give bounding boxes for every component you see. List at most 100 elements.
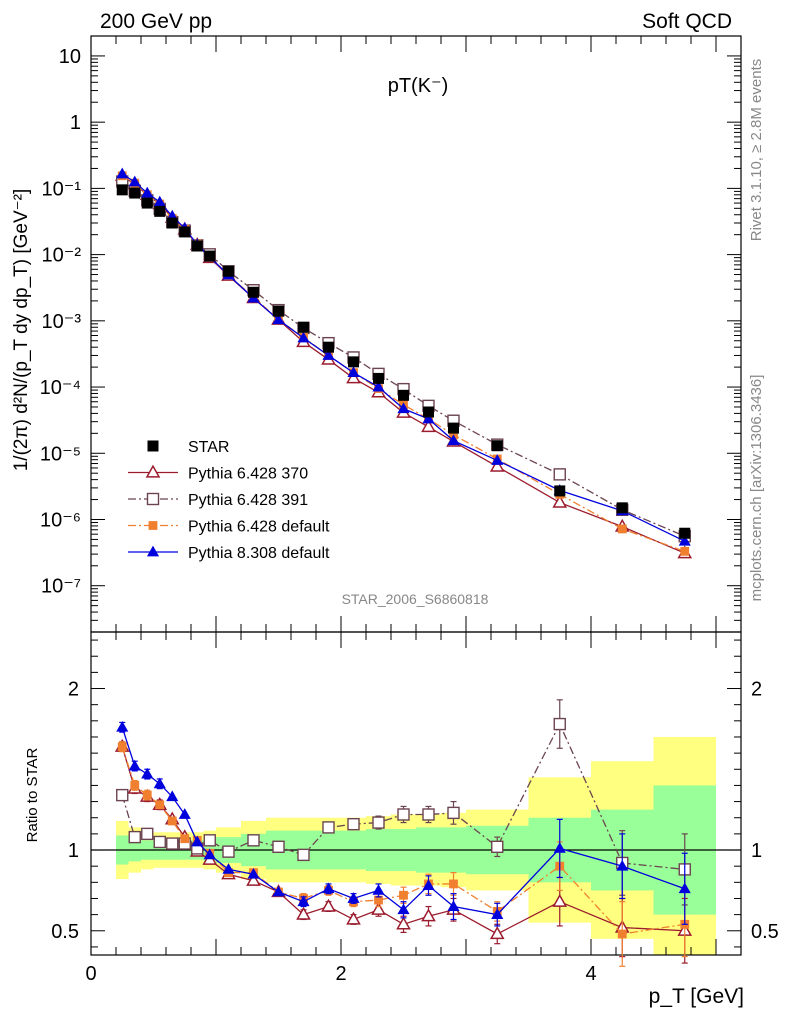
ratio-point [128,759,141,771]
header-right: Soft QCD [642,10,732,33]
data-point [128,175,141,187]
ratio-point [447,806,460,820]
ratio-point [422,879,435,890]
ratio-y-tick-label: 0.5 [51,921,79,943]
ratio-point [399,890,408,900]
ratio-point [178,808,191,819]
data-point [397,402,410,414]
series-line [121,175,686,554]
ratio-point [321,898,336,912]
data-point [323,341,334,353]
x-tick-label: 4 [585,963,596,985]
data-point [617,524,627,534]
data-point [679,527,691,539]
data-point [223,265,234,277]
ratio-point [422,808,435,821]
ratio-point [141,767,154,779]
data-point [491,454,504,465]
legend-label: Pythia 6.428 default [188,519,330,536]
data-point [447,434,460,446]
ratio-point [116,720,129,732]
ratio-y-tick-label: 1 [751,840,762,862]
ratio-point [180,834,190,844]
data-point [204,250,216,262]
ratio-point [191,835,204,847]
ratio-point [553,717,566,731]
data-point [347,366,360,378]
legend: STAR Pythia 6.428 370 Pythia 6.428 391 Pyth… [128,439,330,562]
data-point [373,372,384,384]
y-tick-label: 10⁻⁴ [40,377,81,399]
data-point [153,195,166,207]
ratio-point [141,827,154,841]
data-point [448,422,459,434]
data-point [398,389,409,401]
data-point [154,205,166,217]
ratio-point [203,848,216,860]
x-tick-label: 2 [335,963,346,985]
ratio-point [372,884,385,895]
data-point [129,187,141,199]
header-left: 200 GeV pp [100,10,212,33]
ratio-point [372,816,385,829]
ratio-point [552,893,568,907]
data-point [680,546,690,556]
series-line [121,180,686,537]
data-point [141,186,154,198]
series-line [121,173,686,542]
y-tick-label: 10⁻¹ [42,178,82,200]
ratio-point [421,908,436,922]
legend-label: Pythia 6.428 391 [188,492,308,509]
ratio-point [617,929,627,939]
ratio-point [117,742,127,752]
main-title: pT(K⁻) [388,75,449,97]
ratio-point [447,900,460,911]
ratio-point [297,895,310,907]
data-point [346,370,361,384]
data-point [297,331,310,343]
legend-marker [146,545,160,557]
legend-label: Pythia 6.428 370 [188,466,308,483]
ratio-y-tick-label: 2 [751,679,762,701]
ratio-point [167,816,177,826]
x-tick-label: 0 [85,963,96,985]
ratio-point [396,916,411,930]
ratio-point [491,840,504,853]
data-point [116,184,128,196]
ratio-point [128,830,141,844]
ratio-point [322,882,335,894]
legend-marker [145,464,161,478]
x-axis-label: p_T [GeV] [649,985,744,1008]
data-point [552,494,568,508]
ratio-point [347,892,360,903]
ratio-series-line [121,722,685,871]
main-ylabel: 1/(2π) d²N/(p_T dy dp_T) [GeV⁻²] [11,189,32,472]
data-point [421,419,436,433]
data-point [423,406,434,418]
y-tick-label: 10⁻⁷ [41,576,81,598]
ratio-point [678,882,691,894]
ratio-point [322,821,335,834]
data-point [141,197,153,209]
main-frame [90,35,742,633]
data-point [248,286,259,298]
data-point [191,240,203,252]
ratio-point [116,788,129,802]
data-point [489,458,505,472]
y-tick-label: 1 [70,112,81,134]
ratio-point [297,848,310,862]
ratio-point [222,845,235,858]
ratio-point [130,781,140,790]
side-top: Rivet 3.1.10, ≥ 2.8M events [748,59,765,242]
ratio-point [247,834,260,847]
ratio-point [166,790,179,802]
ratio-y-tick-label: 1 [68,840,79,862]
ratio-point [153,835,166,849]
data-point [273,305,284,317]
data-point [422,412,435,424]
ratio-point [166,837,179,850]
y-tick-label: 10⁻⁶ [40,509,81,531]
data-point [553,468,566,481]
ratio-point [371,901,386,915]
